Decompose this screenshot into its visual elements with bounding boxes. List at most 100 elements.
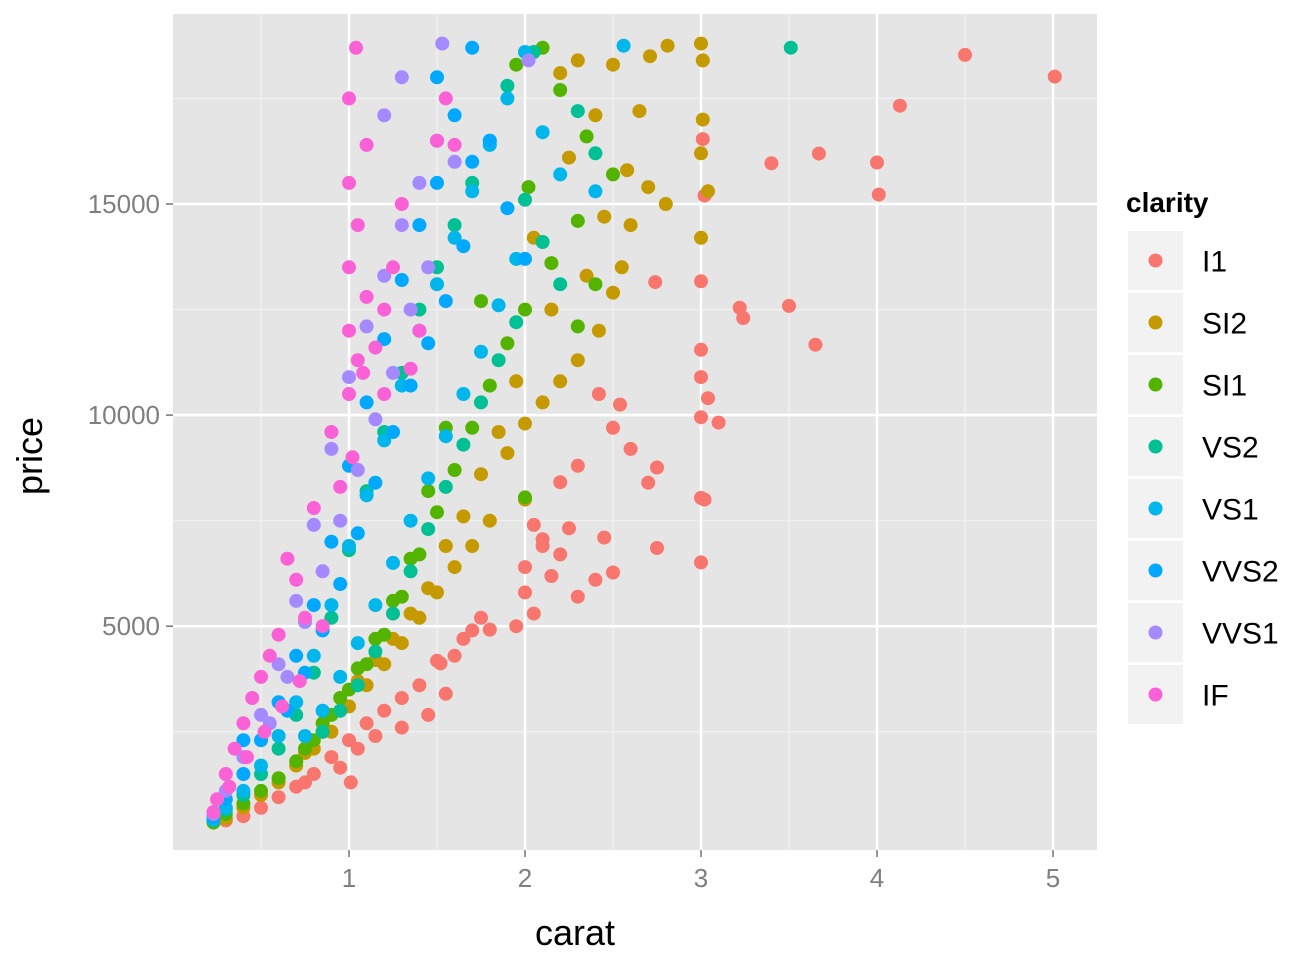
data-point bbox=[254, 707, 268, 722]
data-point bbox=[456, 239, 471, 254]
data-point bbox=[350, 636, 365, 651]
data-point bbox=[447, 560, 462, 575]
data-point bbox=[333, 669, 348, 684]
data-point bbox=[553, 475, 568, 490]
data-point bbox=[289, 754, 304, 769]
data-point bbox=[588, 277, 603, 292]
data-point bbox=[456, 387, 471, 401]
legend-item-i1: I1 bbox=[1128, 231, 1227, 290]
data-point bbox=[254, 758, 268, 773]
data-point bbox=[623, 218, 638, 233]
data-point bbox=[271, 771, 286, 786]
data-point bbox=[544, 256, 559, 271]
data-point bbox=[447, 154, 462, 169]
data-point bbox=[403, 302, 418, 317]
legend-items: I1 SI2 SI1 VS2 VS1 VVS2 VVS1 IF bbox=[1128, 231, 1279, 724]
data-point bbox=[591, 387, 606, 401]
data-point bbox=[553, 167, 568, 182]
data-point bbox=[606, 420, 620, 435]
data-point bbox=[482, 513, 497, 528]
data-point bbox=[350, 218, 365, 233]
data-point bbox=[324, 441, 339, 456]
data-point bbox=[694, 342, 708, 357]
data-point bbox=[456, 509, 471, 524]
x-axis-title: carat bbox=[535, 912, 615, 953]
data-point bbox=[658, 197, 673, 211]
data-point bbox=[892, 98, 907, 113]
data-point bbox=[456, 631, 471, 646]
data-point bbox=[345, 450, 360, 465]
data-point bbox=[553, 66, 568, 81]
data-point bbox=[315, 619, 330, 634]
legend-title: clarity bbox=[1126, 187, 1209, 218]
legend-label: I1 bbox=[1202, 246, 1227, 279]
data-point bbox=[254, 669, 268, 684]
legend-item-vvs2: VVS2 bbox=[1128, 541, 1279, 600]
data-point bbox=[518, 490, 532, 505]
data-point bbox=[438, 686, 453, 701]
data-point bbox=[412, 323, 427, 338]
data-point bbox=[236, 783, 251, 798]
data-point bbox=[616, 38, 631, 53]
data-point bbox=[660, 38, 675, 53]
data-point bbox=[350, 741, 365, 756]
data-point bbox=[306, 648, 321, 663]
data-point bbox=[518, 302, 532, 317]
data-point bbox=[465, 154, 480, 169]
data-point bbox=[421, 260, 436, 275]
data-point bbox=[430, 175, 444, 190]
data-point bbox=[614, 260, 629, 275]
data-point bbox=[298, 741, 312, 756]
data-point bbox=[694, 36, 708, 51]
data-point bbox=[562, 521, 576, 536]
data-point bbox=[588, 108, 603, 123]
legend-label: SI2 bbox=[1202, 308, 1247, 341]
data-point bbox=[403, 606, 418, 621]
y-axis-title: price bbox=[9, 417, 50, 495]
data-point bbox=[377, 433, 392, 448]
data-point bbox=[403, 564, 418, 579]
data-point bbox=[482, 622, 497, 637]
data-point bbox=[271, 627, 286, 642]
data-point bbox=[386, 365, 400, 380]
y-tick-labels: 5000 10000 15000 bbox=[88, 189, 160, 641]
data-point bbox=[349, 40, 363, 55]
data-point bbox=[435, 36, 450, 51]
data-point bbox=[697, 492, 712, 507]
data-point bbox=[333, 513, 348, 528]
data-point bbox=[368, 644, 383, 659]
data-point bbox=[386, 260, 400, 275]
plot-panel bbox=[173, 14, 1097, 850]
data-point bbox=[342, 387, 356, 401]
data-point bbox=[333, 703, 348, 718]
data-point bbox=[262, 648, 277, 663]
data-point bbox=[289, 593, 304, 608]
data-point bbox=[239, 750, 254, 765]
legend-label: IF bbox=[1202, 680, 1229, 713]
data-point bbox=[403, 361, 418, 376]
legend-label: VVS2 bbox=[1202, 556, 1279, 589]
data-point bbox=[430, 133, 444, 148]
data-point bbox=[350, 353, 365, 368]
x-tick-labels: 1 2 3 4 5 bbox=[342, 863, 1060, 893]
data-point bbox=[535, 125, 550, 140]
data-point bbox=[342, 733, 356, 748]
data-point bbox=[333, 479, 348, 494]
data-point bbox=[421, 484, 436, 499]
data-point bbox=[315, 703, 330, 718]
data-point bbox=[359, 137, 374, 152]
data-point bbox=[518, 192, 532, 207]
data-point bbox=[254, 783, 268, 798]
data-point bbox=[570, 353, 585, 368]
data-point bbox=[359, 488, 374, 503]
data-point bbox=[342, 260, 356, 275]
data-point bbox=[236, 767, 251, 781]
data-point bbox=[292, 674, 307, 689]
data-point bbox=[811, 146, 826, 161]
legend-item-vs1: VS1 bbox=[1128, 479, 1259, 538]
x-tick-label: 2 bbox=[518, 863, 532, 893]
data-point bbox=[430, 505, 444, 520]
data-point bbox=[377, 108, 392, 123]
data-point bbox=[648, 275, 663, 290]
